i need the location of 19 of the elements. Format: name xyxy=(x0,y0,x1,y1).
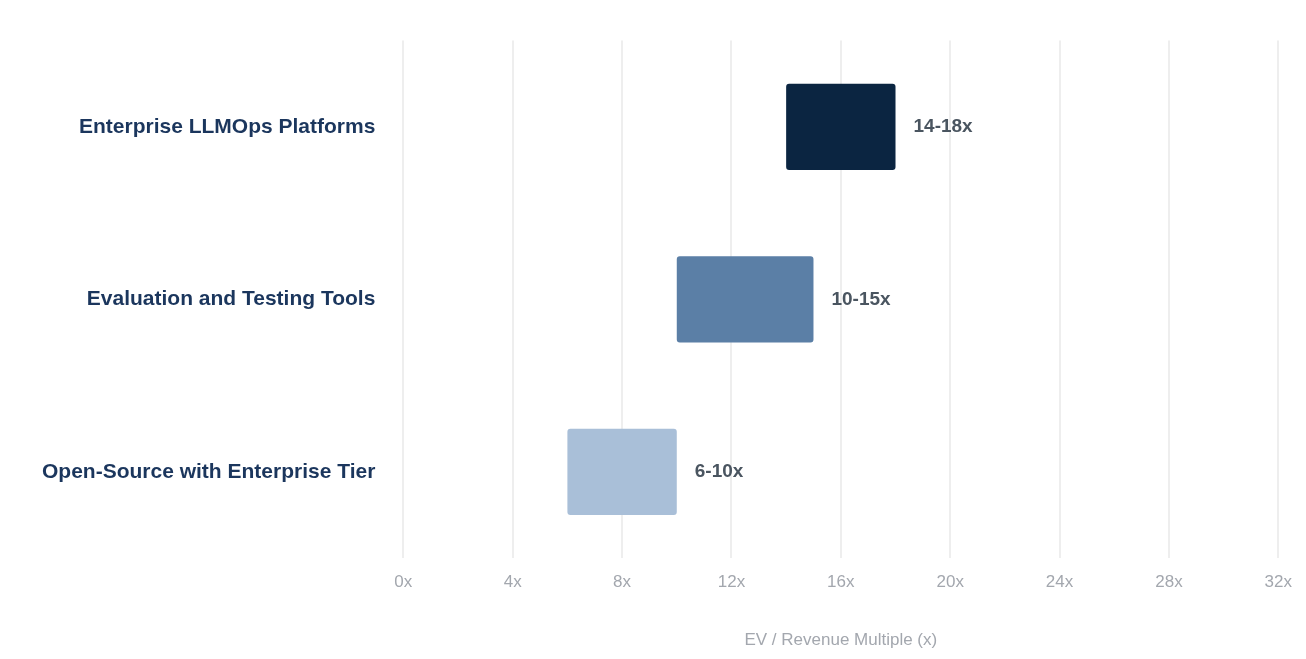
x-tick-label: 32x xyxy=(1264,572,1293,592)
y-tick-label: Evaluation and Testing Tools xyxy=(86,286,376,310)
x-axis-title: EV / Revenue Multiple (x) xyxy=(744,630,938,650)
x-tick-label: 8x xyxy=(613,572,632,592)
bar xyxy=(567,428,677,516)
bar xyxy=(786,83,896,170)
data-label: 6-10x xyxy=(694,460,744,482)
x-tick-label: 0x xyxy=(394,572,413,592)
x-tick-label: 28x xyxy=(1155,572,1184,592)
x-tick-label: 24x xyxy=(1045,572,1074,592)
x-tick-label: 4x xyxy=(503,572,523,592)
y-tick-label: Enterprise LLMOps Platforms xyxy=(78,113,376,137)
x-tick-label: 12x xyxy=(717,572,746,592)
data-label: 10-15x xyxy=(831,287,892,309)
y-tick-label: Open-Source with Enterprise Tier xyxy=(42,458,376,482)
x-tick-label: 16x xyxy=(827,572,856,592)
x-tick-label: 20x xyxy=(936,572,965,592)
data-label: 14-18x xyxy=(913,115,974,137)
bar xyxy=(676,256,814,343)
